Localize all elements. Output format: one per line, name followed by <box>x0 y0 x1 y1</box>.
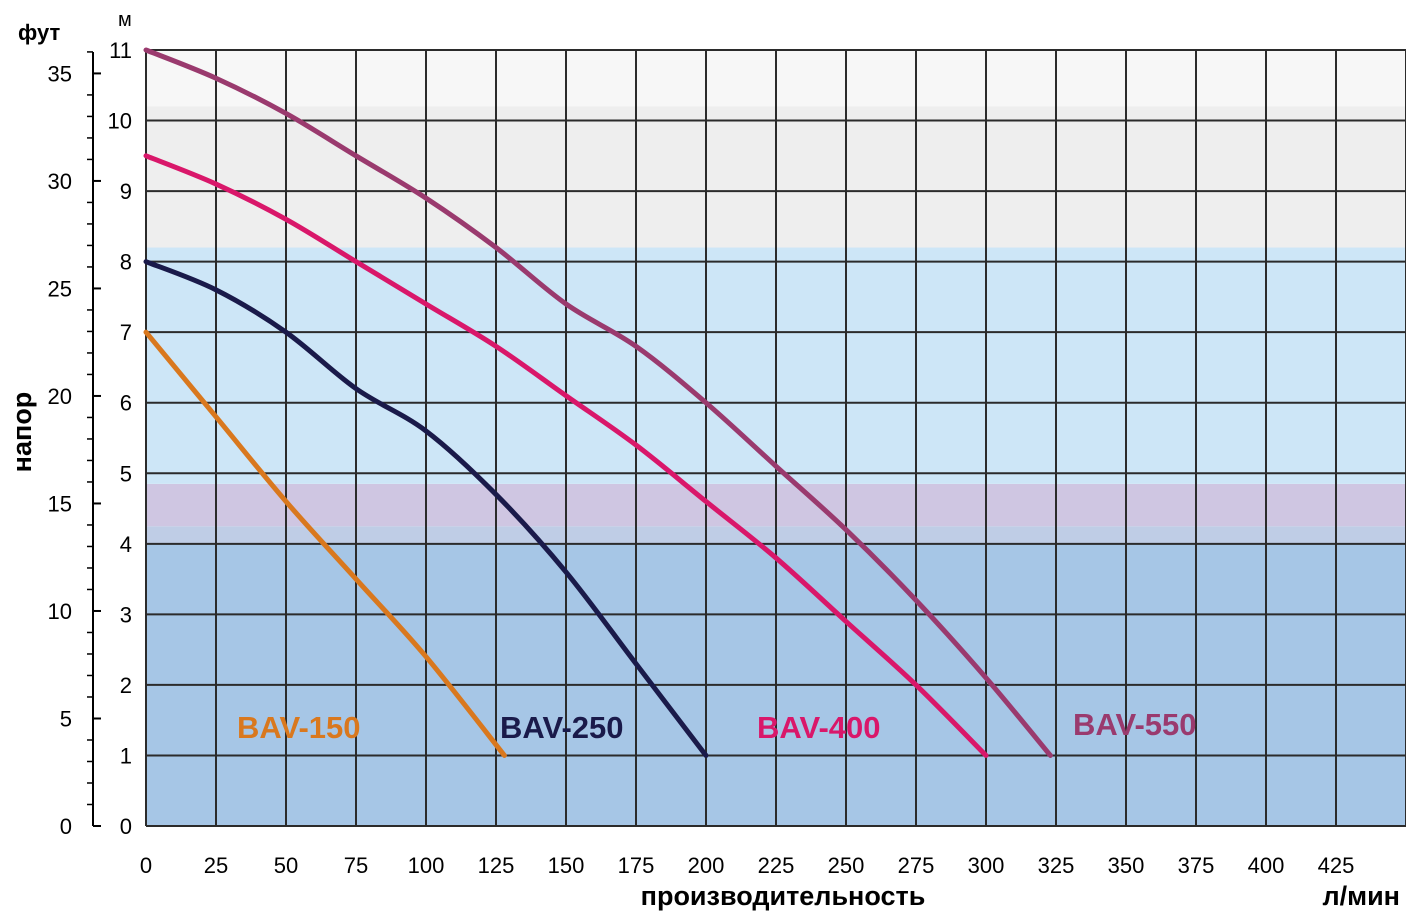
series-label-bav-250: BAV-250 <box>500 710 624 745</box>
x-tick-0: 0 <box>140 853 152 878</box>
y-tick-ft-5: 5 <box>60 706 72 731</box>
y-tick-m-3: 3 <box>120 602 132 627</box>
y-tick-m-5: 5 <box>120 461 132 486</box>
x-tick-175: 175 <box>618 853 655 878</box>
x-tick-275: 275 <box>898 853 935 878</box>
x-tick-25: 25 <box>204 853 228 878</box>
series-label-bav-550: BAV-550 <box>1073 707 1197 742</box>
series-line-bav-400 <box>143 153 989 758</box>
y-tick-m-0: 0 <box>120 814 132 839</box>
y-tick-ft-30: 30 <box>48 169 72 194</box>
y-tick-ft-0: 0 <box>60 814 72 839</box>
y-tick-m-6: 6 <box>120 391 132 416</box>
series-label-bav-400: BAV-400 <box>757 710 881 745</box>
x-unit-label: л/мин <box>1322 881 1400 911</box>
x-tick-150: 150 <box>548 853 585 878</box>
y-tick-m-8: 8 <box>120 250 132 275</box>
y-tick-m-10: 10 <box>108 109 132 134</box>
x-tick-225: 225 <box>758 853 795 878</box>
x-axis-title: производительность <box>641 881 926 911</box>
x-tick-325: 325 <box>1038 853 1075 878</box>
x-tick-425: 425 <box>1318 853 1355 878</box>
x-tick-250: 250 <box>828 853 865 878</box>
series-curves <box>143 47 1053 758</box>
y-tick-ft-10: 10 <box>48 599 72 624</box>
y-tick-ft-15: 15 <box>48 491 72 516</box>
y-tick-ft-25: 25 <box>48 276 72 301</box>
x-tick-400: 400 <box>1248 853 1285 878</box>
y-unit-left: фут <box>18 20 60 45</box>
series-line-bav-550 <box>143 47 1053 758</box>
x-tick-200: 200 <box>688 853 725 878</box>
y-axis-title: напор <box>7 392 37 473</box>
y-tick-m-7: 7 <box>120 320 132 345</box>
series-label-bav-150: BAV-150 <box>237 710 361 745</box>
y-unit-right: м <box>118 9 132 31</box>
x-tick-300: 300 <box>968 853 1005 878</box>
x-tick-50: 50 <box>274 853 298 878</box>
series-line-bav-250 <box>143 259 709 758</box>
series-line-bav-150 <box>143 329 507 758</box>
y-tick-m-1: 1 <box>120 743 132 768</box>
y-tick-ft-20: 20 <box>48 384 72 409</box>
y-tick-m-4: 4 <box>120 532 132 557</box>
x-tick-100: 100 <box>408 853 445 878</box>
x-tick-375: 375 <box>1178 853 1215 878</box>
x-tick-75: 75 <box>344 853 368 878</box>
x-tick-350: 350 <box>1108 853 1145 878</box>
y-tick-m-11: 11 <box>109 38 132 63</box>
y-tick-m-9: 9 <box>120 179 132 204</box>
grid <box>145 49 1406 827</box>
y-tick-m-2: 2 <box>120 673 132 698</box>
y-tick-ft-35: 35 <box>48 61 72 86</box>
x-tick-125: 125 <box>478 853 515 878</box>
